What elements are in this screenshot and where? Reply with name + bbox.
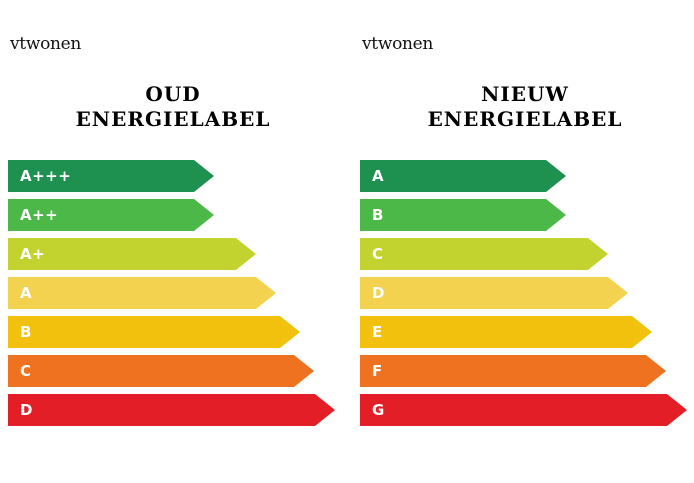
bar-label: A (20, 284, 33, 302)
label-scale: A B C D E F G (360, 160, 687, 433)
panel-title: OUD ENERGIELABEL (8, 82, 338, 132)
new-energy-label-panel: vtwonen NIEUW ENERGIELABEL A B C D E F G (360, 0, 694, 483)
brand-logo: vtwonen (362, 34, 434, 54)
bar-label: F (372, 362, 383, 380)
energy-bar: C (360, 238, 608, 270)
bar-label: B (372, 206, 384, 224)
bar-label: A (372, 167, 385, 185)
bar-label: G (372, 401, 385, 419)
bar-label: A+++ (20, 167, 72, 185)
energy-bar: B (8, 316, 300, 348)
label-scale: A+++ A++ A+ A B C D (8, 160, 335, 433)
bar-label: D (372, 284, 385, 302)
energy-bar: D (8, 394, 335, 426)
title-line-1: NIEUW (481, 82, 569, 106)
old-energy-label-panel: vtwonen OUD ENERGIELABEL A+++ A++ A+ A B… (8, 0, 355, 483)
bar-label: B (20, 323, 32, 341)
energy-bar: C (8, 355, 314, 387)
brand-logo: vtwonen (10, 34, 82, 54)
title-line-1: OUD (145, 82, 201, 106)
bar-label: A+ (20, 245, 46, 263)
energy-bar: A+ (8, 238, 256, 270)
energy-bar: D (360, 277, 628, 309)
energy-bar: B (360, 199, 566, 231)
energy-bar: F (360, 355, 666, 387)
energy-bar: G (360, 394, 687, 426)
bar-label: D (20, 401, 33, 419)
bar-label: C (372, 245, 384, 263)
energy-bar: A (8, 277, 276, 309)
bar-label: C (20, 362, 32, 380)
title-line-2: ENERGIELABEL (427, 107, 623, 131)
bar-label: E (372, 323, 383, 341)
panel-title: NIEUW ENERGIELABEL (360, 82, 690, 132)
energy-bar: A+++ (8, 160, 214, 192)
energy-bar: E (360, 316, 652, 348)
energy-bar: A (360, 160, 566, 192)
energy-bar: A++ (8, 199, 214, 231)
bar-label: A++ (20, 206, 59, 224)
title-line-2: ENERGIELABEL (75, 107, 271, 131)
